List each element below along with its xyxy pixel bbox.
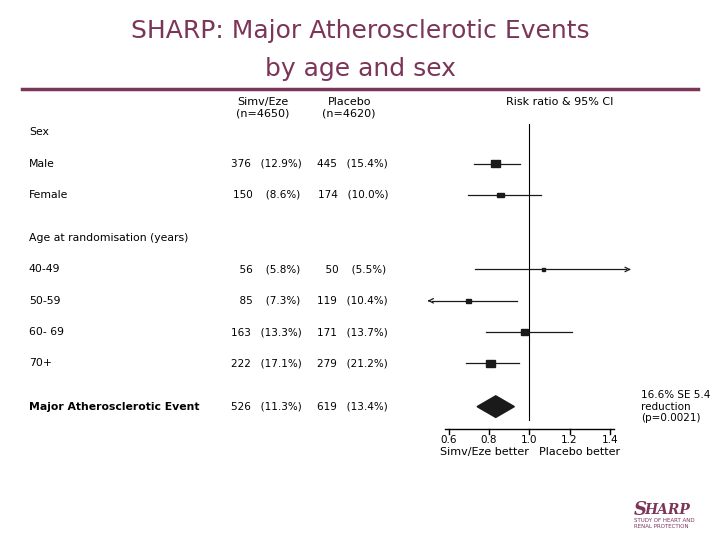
Text: 119   (10.4%): 119 (10.4%) [318, 296, 388, 306]
Text: Placebo
(n=4620): Placebo (n=4620) [323, 97, 376, 119]
Text: 1.2: 1.2 [561, 435, 578, 445]
Text: STUDY OF HEART AND
RENAL PROTECTION: STUDY OF HEART AND RENAL PROTECTION [634, 518, 694, 529]
Text: 56    (5.8%): 56 (5.8%) [233, 265, 300, 274]
Text: 445   (15.4%): 445 (15.4%) [318, 159, 388, 168]
Text: 85    (7.3%): 85 (7.3%) [233, 296, 300, 306]
Text: Placebo better: Placebo better [539, 447, 620, 457]
Text: Major Atherosclerotic Event: Major Atherosclerotic Event [29, 402, 199, 411]
Text: 1.0: 1.0 [521, 435, 537, 445]
Text: 171   (13.7%): 171 (13.7%) [318, 327, 388, 337]
Text: Simv/Eze
(n=4650): Simv/Eze (n=4650) [236, 97, 289, 119]
Text: 150    (8.6%): 150 (8.6%) [233, 190, 300, 200]
Text: 279   (21.2%): 279 (21.2%) [318, 359, 388, 368]
Text: Female: Female [29, 190, 68, 200]
Text: 70+: 70+ [29, 359, 52, 368]
Text: HARP: HARP [644, 503, 690, 517]
Text: Risk ratio & 95% CI: Risk ratio & 95% CI [505, 97, 613, 107]
Text: 50    (5.5%): 50 (5.5%) [319, 265, 387, 274]
Text: Age at randomisation (years): Age at randomisation (years) [29, 233, 188, 243]
Text: 526   (11.3%): 526 (11.3%) [231, 402, 302, 411]
Text: 16.6% SE 5.4
reduction
(p=0.0021): 16.6% SE 5.4 reduction (p=0.0021) [641, 390, 710, 423]
Text: 50-59: 50-59 [29, 296, 60, 306]
Text: 163   (13.3%): 163 (13.3%) [231, 327, 302, 337]
Text: 619   (13.4%): 619 (13.4%) [318, 402, 388, 411]
Text: S: S [634, 501, 647, 519]
Text: 0.8: 0.8 [481, 435, 497, 445]
Text: 174   (10.0%): 174 (10.0%) [318, 190, 388, 200]
Text: SHARP: Major Atherosclerotic Events: SHARP: Major Atherosclerotic Events [131, 19, 589, 43]
Text: 1.4: 1.4 [601, 435, 618, 445]
Text: Sex: Sex [29, 127, 49, 137]
Text: 222   (17.1%): 222 (17.1%) [231, 359, 302, 368]
Text: Male: Male [29, 159, 55, 168]
Text: by age and sex: by age and sex [264, 57, 456, 80]
Text: Simv/Eze better: Simv/Eze better [441, 447, 529, 457]
Text: 60- 69: 60- 69 [29, 327, 64, 337]
Text: 40-49: 40-49 [29, 265, 60, 274]
Text: 376   (12.9%): 376 (12.9%) [231, 159, 302, 168]
Text: 0.6: 0.6 [441, 435, 456, 445]
